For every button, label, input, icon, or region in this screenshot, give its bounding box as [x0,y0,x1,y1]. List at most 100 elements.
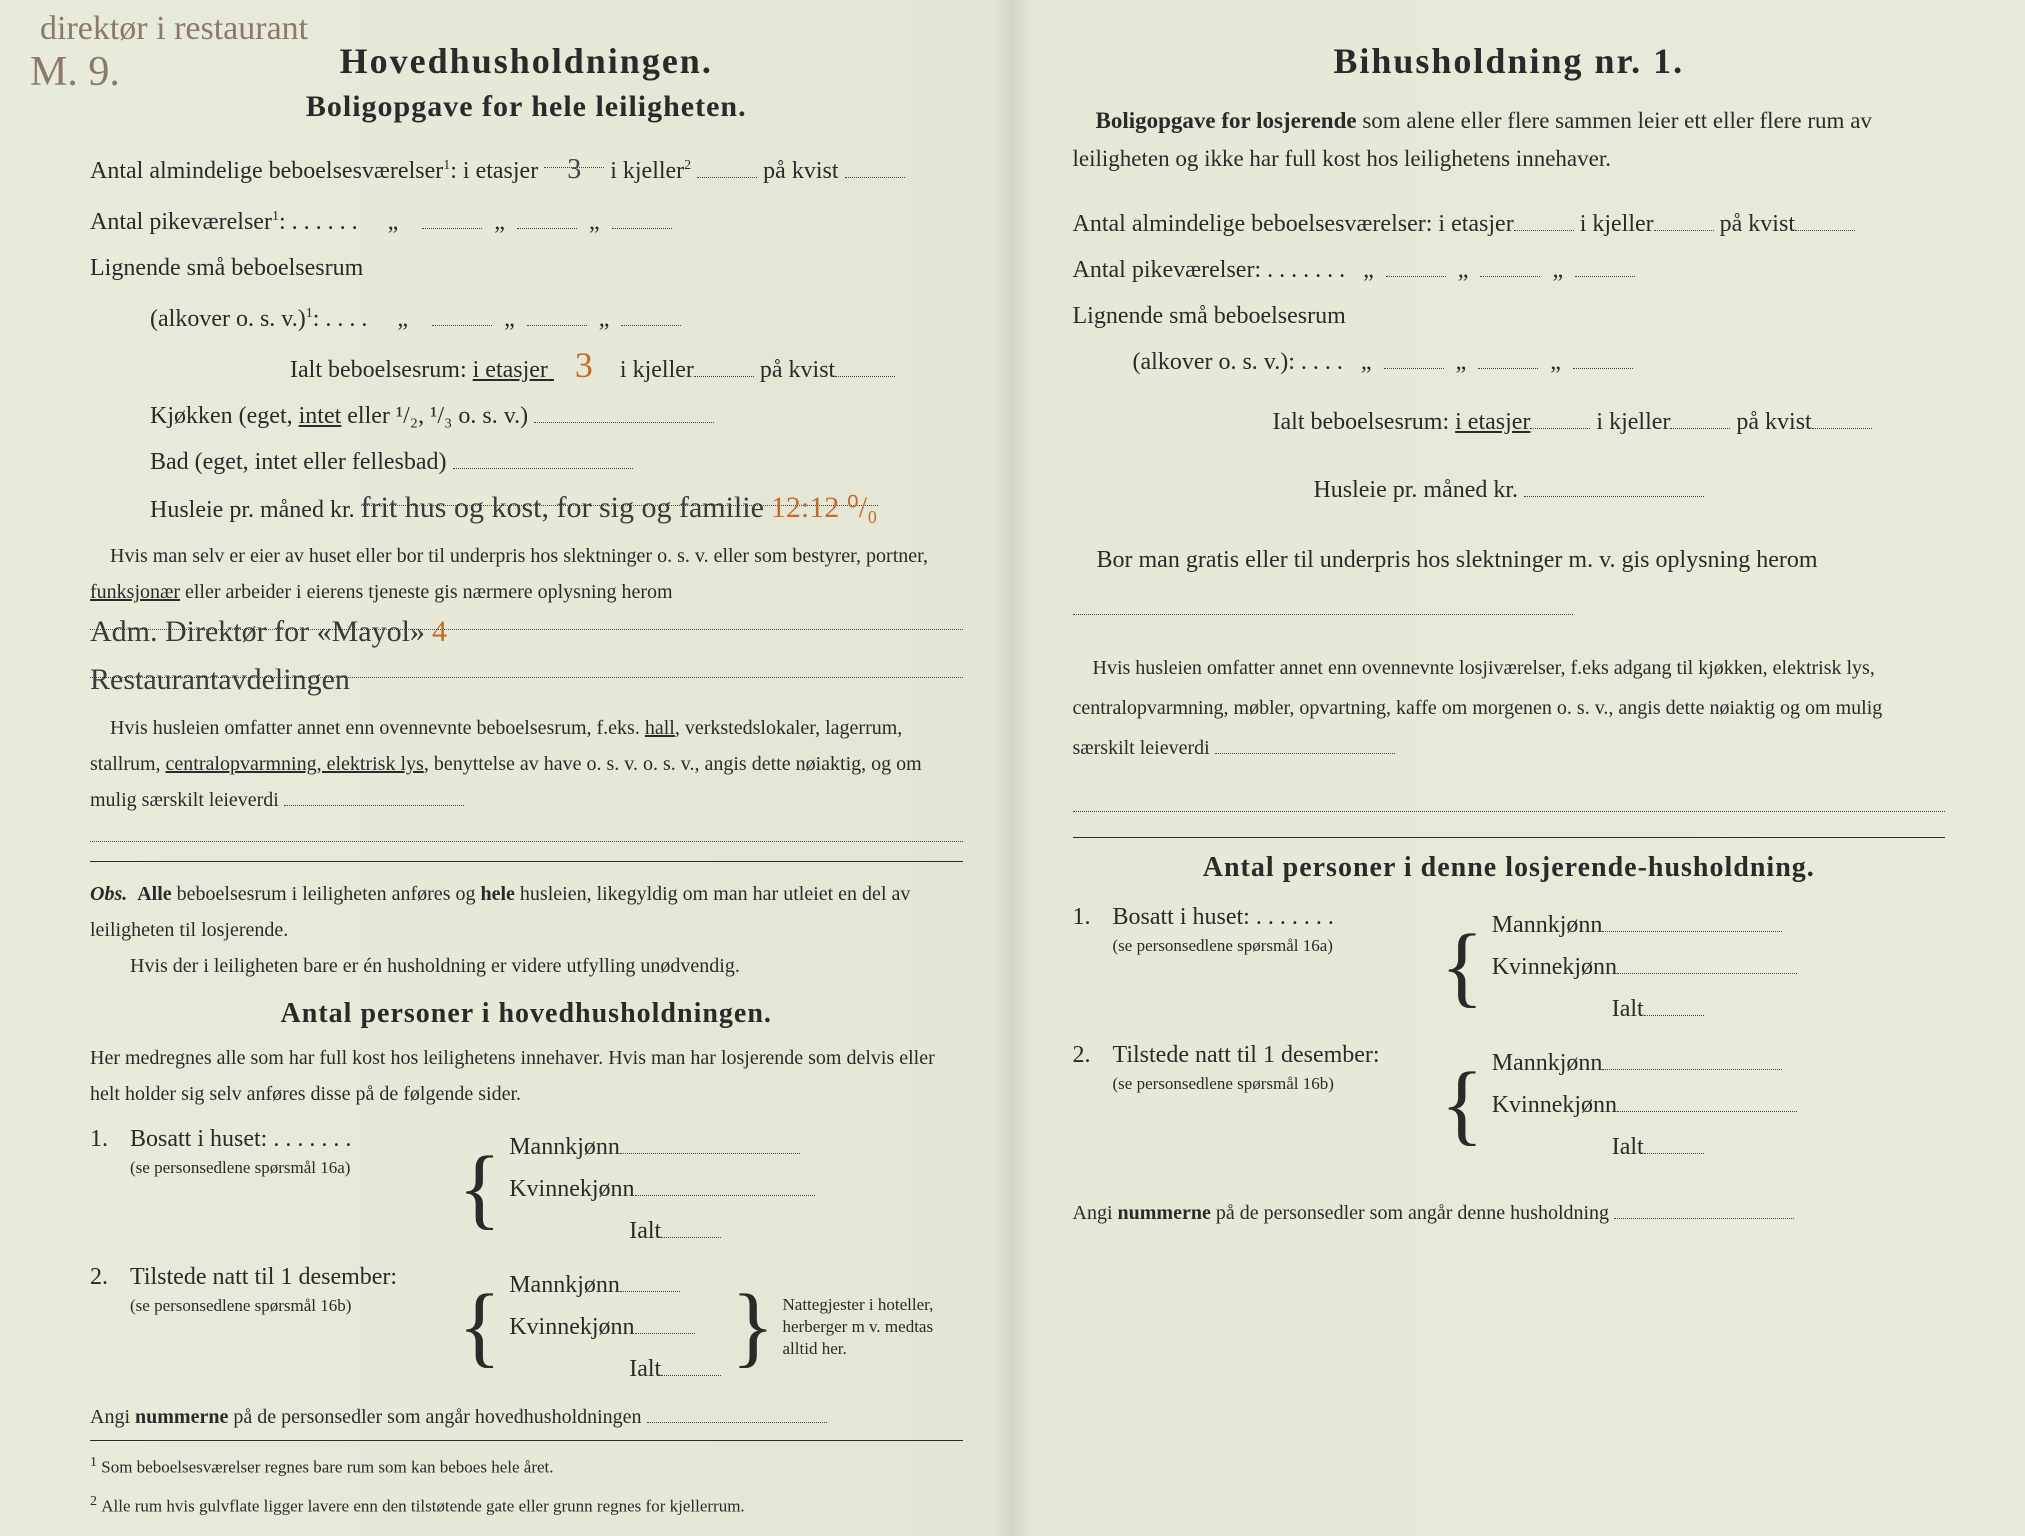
line-pike: Antal pikeværelser1: . . . . . . „ „ „ [90,195,963,244]
text: i kjeller [610,158,684,184]
filled-orange: 4 [432,615,447,648]
text: på kvist [760,357,835,383]
f [620,1272,680,1292]
f [284,786,464,806]
r-line2: Antal pikeværelser: . . . . . . . „ „ „ [1073,248,1946,292]
num: 2. [1073,1042,1113,1069]
f [1524,477,1704,497]
side-note: Nattegjester i hoteller, herberger m v. … [783,1294,963,1360]
t: Angi [1073,1202,1113,1224]
t: Hvis husleien omfatter annet enn ovennev… [1073,657,1883,759]
field-fill1: Adm. Direktør for «Mayol» 4 [90,610,963,630]
f [635,1314,695,1334]
opts: Mannkjønn Kvinnekjønn Ialt [509,1126,962,1252]
line-rooms: Antal almindelige beboelsesværelser1: i … [90,144,963,193]
row-tilstede: 2. Tilstede natt til 1 desember: (se per… [90,1264,963,1390]
line-alkover: Lignende små beboelsesrum [90,246,963,290]
document-spread: direktør i restaurant M. 9. Hovedhushold… [0,0,2025,1536]
field-kvist [845,158,905,178]
f [647,1403,827,1423]
line-bad: Bad (eget, intet eller fellesbad) [90,440,963,484]
l: Ialt [629,1356,661,1382]
opts: Mannkjønn Kvinnekjønn Ialt [1492,1042,1945,1168]
field-ialt-etasjer: 3 [554,343,614,363]
line-husleie: Husleie pr. måned kr. frit hus og kost, … [90,486,963,532]
t: Tilstede natt til 1 desember: [1113,1042,1380,1068]
field-fill2: Restaurantavdelingen [90,658,963,678]
f [534,403,714,423]
field-husleie: frit hus og kost, for sig og familie 12:… [361,486,878,506]
label: Bosatt i huset: . . . . . . . (se person… [1113,904,1433,958]
l: Kvinnekjønn [509,1176,634,1202]
f [661,1356,721,1376]
f [422,209,482,229]
t: Antal almindelige beboelsesværelser: i e… [1073,211,1514,237]
r-ialt: Ialt beboelsesrum: i etasjer i kjeller p… [1073,400,1946,444]
brace-icon: { [450,1144,509,1234]
l: Ialt [1612,996,1644,1022]
opts: Mannkjønn Kvinnekjønn Ialt [509,1264,723,1390]
field-etasjer: 3 [544,148,604,168]
brace-icon: } [723,1282,782,1372]
separator [1073,837,1946,838]
f [1073,595,1573,615]
text: Bad (eget, intet eller fellesbad) [150,449,447,475]
filled-text: Restaurantavdelingen [90,663,350,696]
t: Som beboelsesværelser regnes bare rum so… [101,1458,553,1477]
f [1386,257,1446,277]
brace-icon: { [450,1282,509,1372]
text: Antal almindelige beboelsesværelser [90,158,443,184]
obs-label: Obs. [90,883,127,905]
text: i etasjer [473,357,548,383]
text: eller ¹/₂, ¹/₃ o. s. v.) [347,403,528,429]
l: Ialt [1612,1134,1644,1160]
filled-orange: 12:12 ⁰/₀ [771,491,878,524]
intro-personer: Her medregnes alle som har full kost hos… [90,1040,963,1112]
left-subtitle: Boligopgave for hele leiligheten. [90,90,963,124]
l: Mannkjønn [509,1134,620,1160]
line-alkover2: (alkover o. s. v.)1: . . . . „ „ „ [90,292,963,341]
f [1644,1134,1704,1154]
f [1480,257,1540,277]
f [1812,409,1872,429]
b: Boligopgave for losjerende [1096,108,1357,133]
text: på kvist [763,158,838,184]
text: Lignende små beboelsesrum [90,255,363,281]
dotted-line [90,818,963,842]
text: beboelsesrum i leiligheten anføres og [177,883,476,905]
sup: 1 [272,209,279,224]
text: eller arbeider i eierens tjeneste gis næ… [185,581,673,603]
sup: 2 [684,158,691,173]
text: Kjøkken (eget, [150,403,293,429]
f [1670,409,1730,429]
text: Hvis man selv er eier av huset eller bor… [110,545,928,567]
sub: (se personsedlene spørsmål 16a) [1113,936,1333,955]
l: Mannkjønn [1492,1050,1603,1076]
row-bosatt: 1. Bosatt i huset: . . . . . . . (se per… [90,1126,963,1252]
r-line1: Antal almindelige beboelsesværelser: i e… [1073,202,1946,246]
f [1573,349,1633,369]
f [1575,257,1635,277]
f [621,306,681,326]
t: Lignende små beboelsesrum [1073,303,1346,329]
l: Kvinnekjønn [1492,1092,1617,1118]
text: (alkover o. s. v.) [150,306,306,332]
l: Kvinnekjønn [1492,954,1617,980]
t: på de personsedler som angår hovedhushol… [233,1406,641,1428]
f [1384,349,1444,369]
f [1614,1199,1794,1219]
r-h3: Antal personer i denne losjerende-hushol… [1073,852,1946,884]
t: Ialt beboelsesrum: [1273,409,1450,435]
f [527,306,587,326]
t: Bor man gratis eller til underpris hos s… [1097,547,1818,573]
text-underline: intet [299,403,342,429]
h3-personer: Antal personer i hovedhusholdningen. [90,998,963,1030]
brace-icon: { [1433,922,1492,1012]
b: nummerne [135,1406,228,1428]
f [453,449,633,469]
brace-icon: { [1433,1060,1492,1150]
t: på de personsedler som angår denne husho… [1216,1202,1609,1224]
text: Husleie pr. måned kr. [150,497,355,523]
label: Tilstede natt til 1 desember: (se person… [1113,1042,1433,1096]
line-kjokken: Kjøkken (eget, intet eller ¹/₂, ¹/₃ o. s… [90,394,963,438]
